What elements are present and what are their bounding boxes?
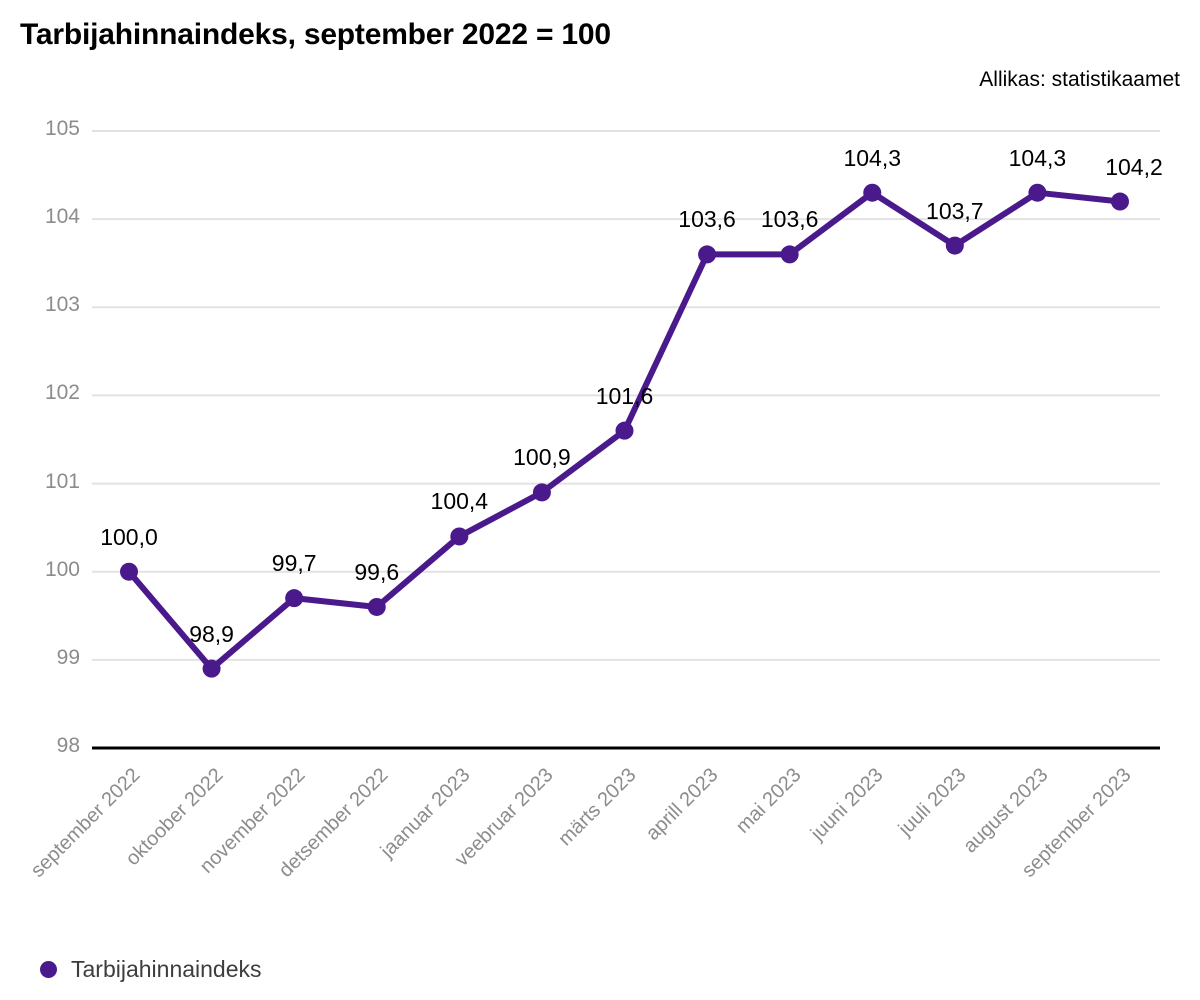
y-axis-tick-label: 105 <box>44 117 80 140</box>
data-point-marker[interactable] <box>1028 183 1047 202</box>
y-axis-tick-label: 99 <box>56 645 80 669</box>
gridlines <box>92 130 1160 750</box>
data-point-label: 101,6 <box>595 382 654 409</box>
y-axis-tick-label: 101 <box>44 469 80 493</box>
data-point-label: 103,6 <box>760 206 819 233</box>
data-point-label: 103,7 <box>926 197 984 224</box>
data-point-label: 104,3 <box>1008 144 1067 171</box>
data-point-label: 100,0 <box>100 523 158 550</box>
data-point-label: 100,9 <box>513 444 571 471</box>
chart-source-note: Allikas: statistikaamet <box>979 68 1180 91</box>
data-point-marker[interactable] <box>285 589 304 608</box>
chart-legend: Tarbijahinnaindeks <box>40 956 262 983</box>
data-point-marker[interactable] <box>698 245 717 264</box>
chart-title: Tarbijahinnaindeks, september 2022 = 100 <box>20 18 611 51</box>
data-point-label: 99,7 <box>271 550 317 577</box>
data-point-marker[interactable] <box>780 245 799 264</box>
y-axis-tick-label: 100 <box>44 557 80 581</box>
data-point-label: 104,3 <box>843 144 902 171</box>
data-point-marker[interactable] <box>615 421 634 440</box>
legend-marker-icon <box>40 961 57 978</box>
data-point-label: 104,2 <box>1105 153 1163 180</box>
data-point-label: 103,6 <box>678 206 736 233</box>
data-point-marker[interactable] <box>532 483 551 502</box>
data-point-marker[interactable] <box>202 659 221 678</box>
y-axis-tick-label: 104 <box>44 205 80 229</box>
data-point-marker[interactable] <box>367 597 386 616</box>
data-point-label: 100,4 <box>430 488 489 515</box>
series-markers <box>120 183 1129 678</box>
data-point-marker[interactable] <box>450 527 469 546</box>
legend-item-label: Tarbijahinnaindeks <box>71 956 262 982</box>
data-point-marker[interactable] <box>120 562 138 581</box>
y-axis-tick-label: 103 <box>44 293 80 317</box>
data-point-label: 98,9 <box>189 620 234 647</box>
data-point-marker[interactable] <box>1111 192 1129 211</box>
data-point-label: 99,6 <box>354 558 400 585</box>
data-point-marker[interactable] <box>945 236 964 255</box>
y-axis-tick-label: 98 <box>56 734 80 757</box>
data-point-marker[interactable] <box>863 183 882 202</box>
y-axis-tick-label: 102 <box>44 381 80 405</box>
